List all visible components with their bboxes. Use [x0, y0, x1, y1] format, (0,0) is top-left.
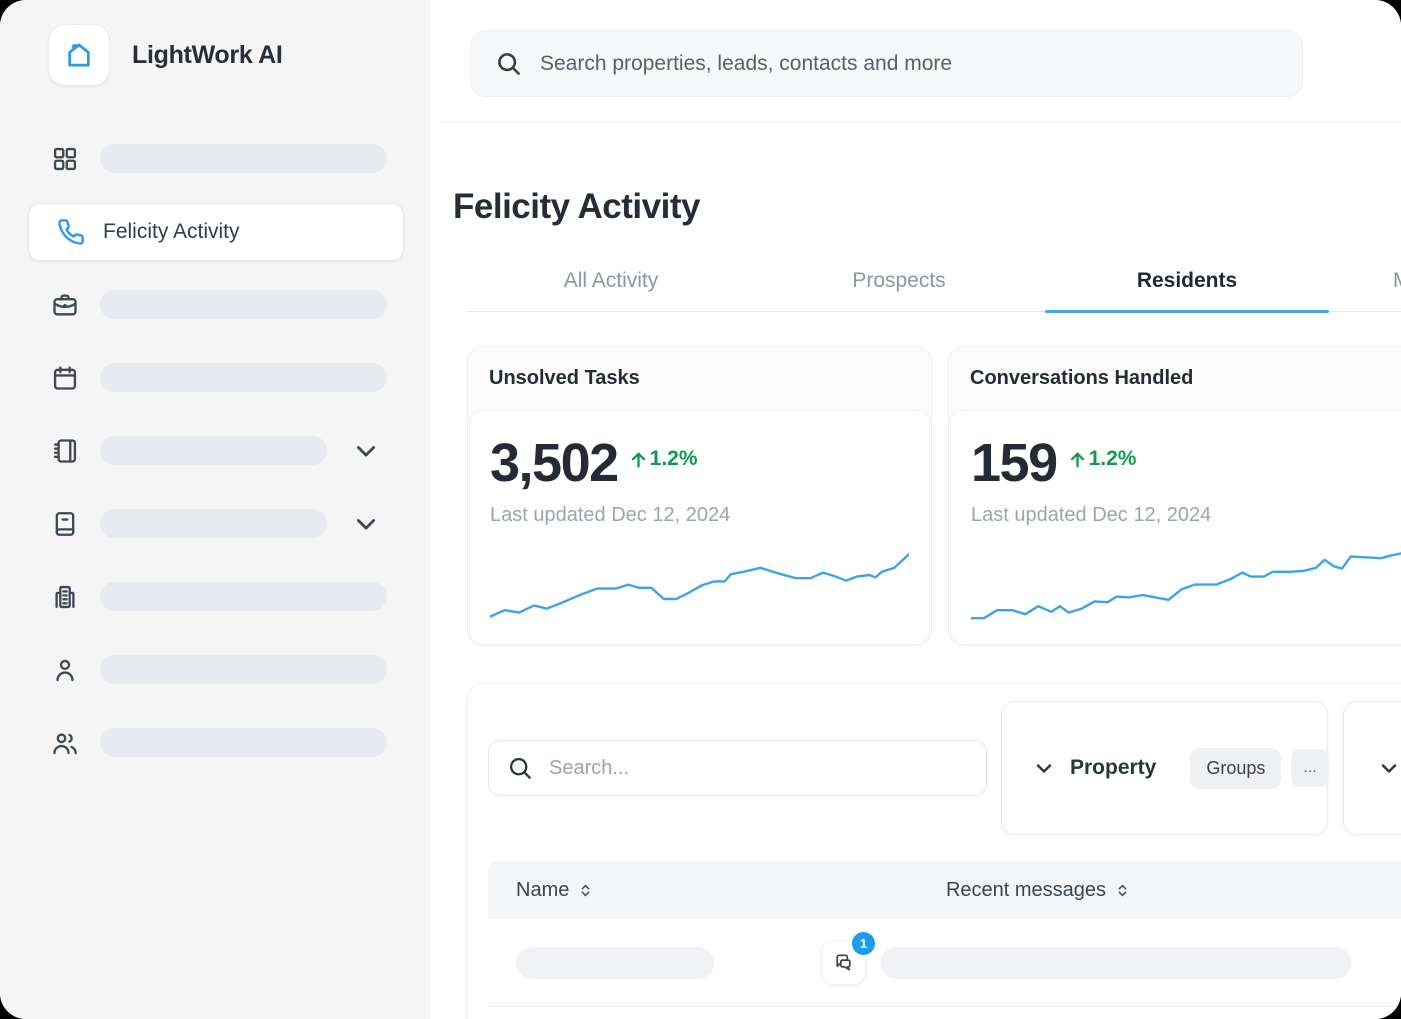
skeleton-placeholder — [100, 144, 387, 173]
sidebar-item-teams[interactable] — [0, 706, 430, 779]
tab-all-activity[interactable]: All Activity — [563, 268, 659, 292]
sort-icon[interactable] — [578, 883, 593, 898]
sidebar-item-notebook[interactable] — [0, 414, 430, 487]
column-header-name[interactable]: Name — [488, 879, 788, 902]
stat-card-body: 159 1.2% Last updated Dec 12, 2024 — [950, 410, 1401, 645]
table-row[interactable]: 1 — [488, 919, 1401, 1006]
name-skeleton — [516, 946, 714, 979]
more-options-button[interactable]: ... — [1291, 749, 1329, 787]
header-divider — [440, 122, 1401, 123]
residents-table: Name Recent messages — [488, 861, 1401, 1019]
skeleton-placeholder — [100, 509, 327, 538]
sidebar: LightWork AI Felicity Activity — [0, 0, 430, 1019]
sidebar-item-felicity-activity[interactable]: Felicity Activity — [28, 202, 404, 261]
user-icon — [50, 655, 80, 685]
sort-icon[interactable] — [1115, 883, 1130, 898]
stat-card-title: Conversations Handled — [970, 367, 1194, 389]
building-icon — [50, 582, 80, 612]
sidebar-item-calendar[interactable] — [0, 341, 430, 414]
skeleton-placeholder — [100, 582, 387, 611]
sidebar-item-label: Felicity Activity — [103, 219, 240, 243]
skeleton-placeholder — [100, 728, 387, 757]
grid-icon — [50, 144, 80, 174]
users-icon — [50, 728, 80, 758]
trend-value: 1.2% — [649, 447, 698, 470]
tab-clipped[interactable]: M — [1331, 250, 1401, 311]
unread-count-badge: 1 — [852, 932, 875, 955]
stat-card-body: 3,502 1.2% Last updated Dec 12, 2024 — [469, 410, 930, 645]
property-filter-label: Property — [1070, 756, 1157, 779]
skeleton-placeholder — [100, 290, 387, 319]
row-divider — [488, 1006, 1401, 1007]
tab-residents[interactable]: Residents — [1043, 250, 1331, 313]
trend-value: 1.2% — [1088, 447, 1137, 470]
secondary-filter[interactable] — [1343, 701, 1401, 835]
last-updated-text: Last updated Dec 12, 2024 — [971, 504, 1212, 526]
table-header: Name Recent messages — [488, 861, 1401, 919]
stat-cards-row: Unsolved Tasks 3,502 1.2% Last updated D… — [467, 346, 1401, 646]
column-header-recent-messages[interactable]: Recent messages — [788, 879, 1288, 902]
sidebar-nav: Felicity Activity — [0, 122, 430, 779]
table-row[interactable] — [488, 1007, 1401, 1019]
column-label: Recent messages — [945, 878, 1107, 901]
stat-card-unsolved-tasks: Unsolved Tasks 3,502 1.2% Last updated D… — [467, 346, 932, 646]
sidebar-item-leads[interactable] — [0, 268, 430, 341]
skeleton-placeholder — [100, 363, 387, 392]
chevron-down-icon[interactable] — [352, 510, 380, 538]
skeleton-placeholder — [100, 436, 327, 465]
phone-icon — [56, 217, 86, 247]
list-search[interactable] — [488, 740, 987, 796]
tab-prospects[interactable]: Prospects — [852, 268, 946, 292]
list-search-input[interactable] — [547, 755, 968, 781]
book-icon — [50, 509, 80, 539]
stat-value: 3,502 — [490, 433, 619, 493]
sparkline-chart — [490, 552, 909, 618]
main-content: Felicity Activity All Activity Prospects… — [430, 0, 1401, 1019]
trend-indicator: 1.2% — [1067, 447, 1137, 471]
chat-button[interactable]: 1 — [821, 932, 875, 985]
calendar-icon — [50, 363, 80, 393]
sidebar-item-dashboard[interactable] — [0, 122, 430, 195]
page-title: Felicity Activity — [453, 187, 700, 227]
residents-panel: Property Groups ... Name — [467, 683, 1401, 1019]
sparkline-chart — [971, 552, 1401, 620]
message-skeleton — [881, 946, 1351, 979]
skeleton-placeholder — [100, 655, 387, 684]
trend-indicator: 1.2% — [628, 447, 698, 471]
arrow-up-icon — [1067, 449, 1088, 470]
tab-bar: All Activity Prospects Residents M — [467, 250, 1401, 313]
chevron-down-icon[interactable] — [352, 437, 380, 465]
column-label: Name — [516, 878, 570, 901]
filter-row: Property Groups ... — [468, 701, 1401, 835]
stat-card-conversations-handled: Conversations Handled 159 1.2% Last upda… — [948, 346, 1401, 646]
global-search-input[interactable] — [538, 50, 1278, 77]
sidebar-item-contacts[interactable] — [0, 633, 430, 706]
groups-button[interactable]: Groups — [1190, 747, 1282, 789]
briefcase-icon — [50, 290, 80, 320]
stat-card-title: Unsolved Tasks — [489, 367, 640, 389]
home-logo-icon — [48, 24, 110, 86]
sidebar-item-properties[interactable] — [0, 560, 430, 633]
chevron-down-icon[interactable] — [1377, 756, 1401, 780]
arrow-up-icon — [628, 449, 649, 470]
app-name: LightWork AI — [132, 40, 283, 69]
last-updated-text: Last updated Dec 12, 2024 — [490, 504, 731, 526]
chevron-down-icon[interactable] — [1032, 756, 1056, 780]
search-icon — [507, 755, 533, 781]
sidebar-item-book[interactable] — [0, 487, 430, 560]
property-filter[interactable]: Property Groups ... — [1001, 701, 1329, 835]
notebook-icon — [50, 436, 80, 466]
global-search[interactable] — [470, 30, 1303, 97]
app-logo[interactable]: LightWork AI — [48, 24, 283, 86]
chat-bubbles-icon — [832, 951, 855, 974]
search-icon — [495, 50, 522, 77]
stat-value: 159 — [971, 433, 1058, 493]
